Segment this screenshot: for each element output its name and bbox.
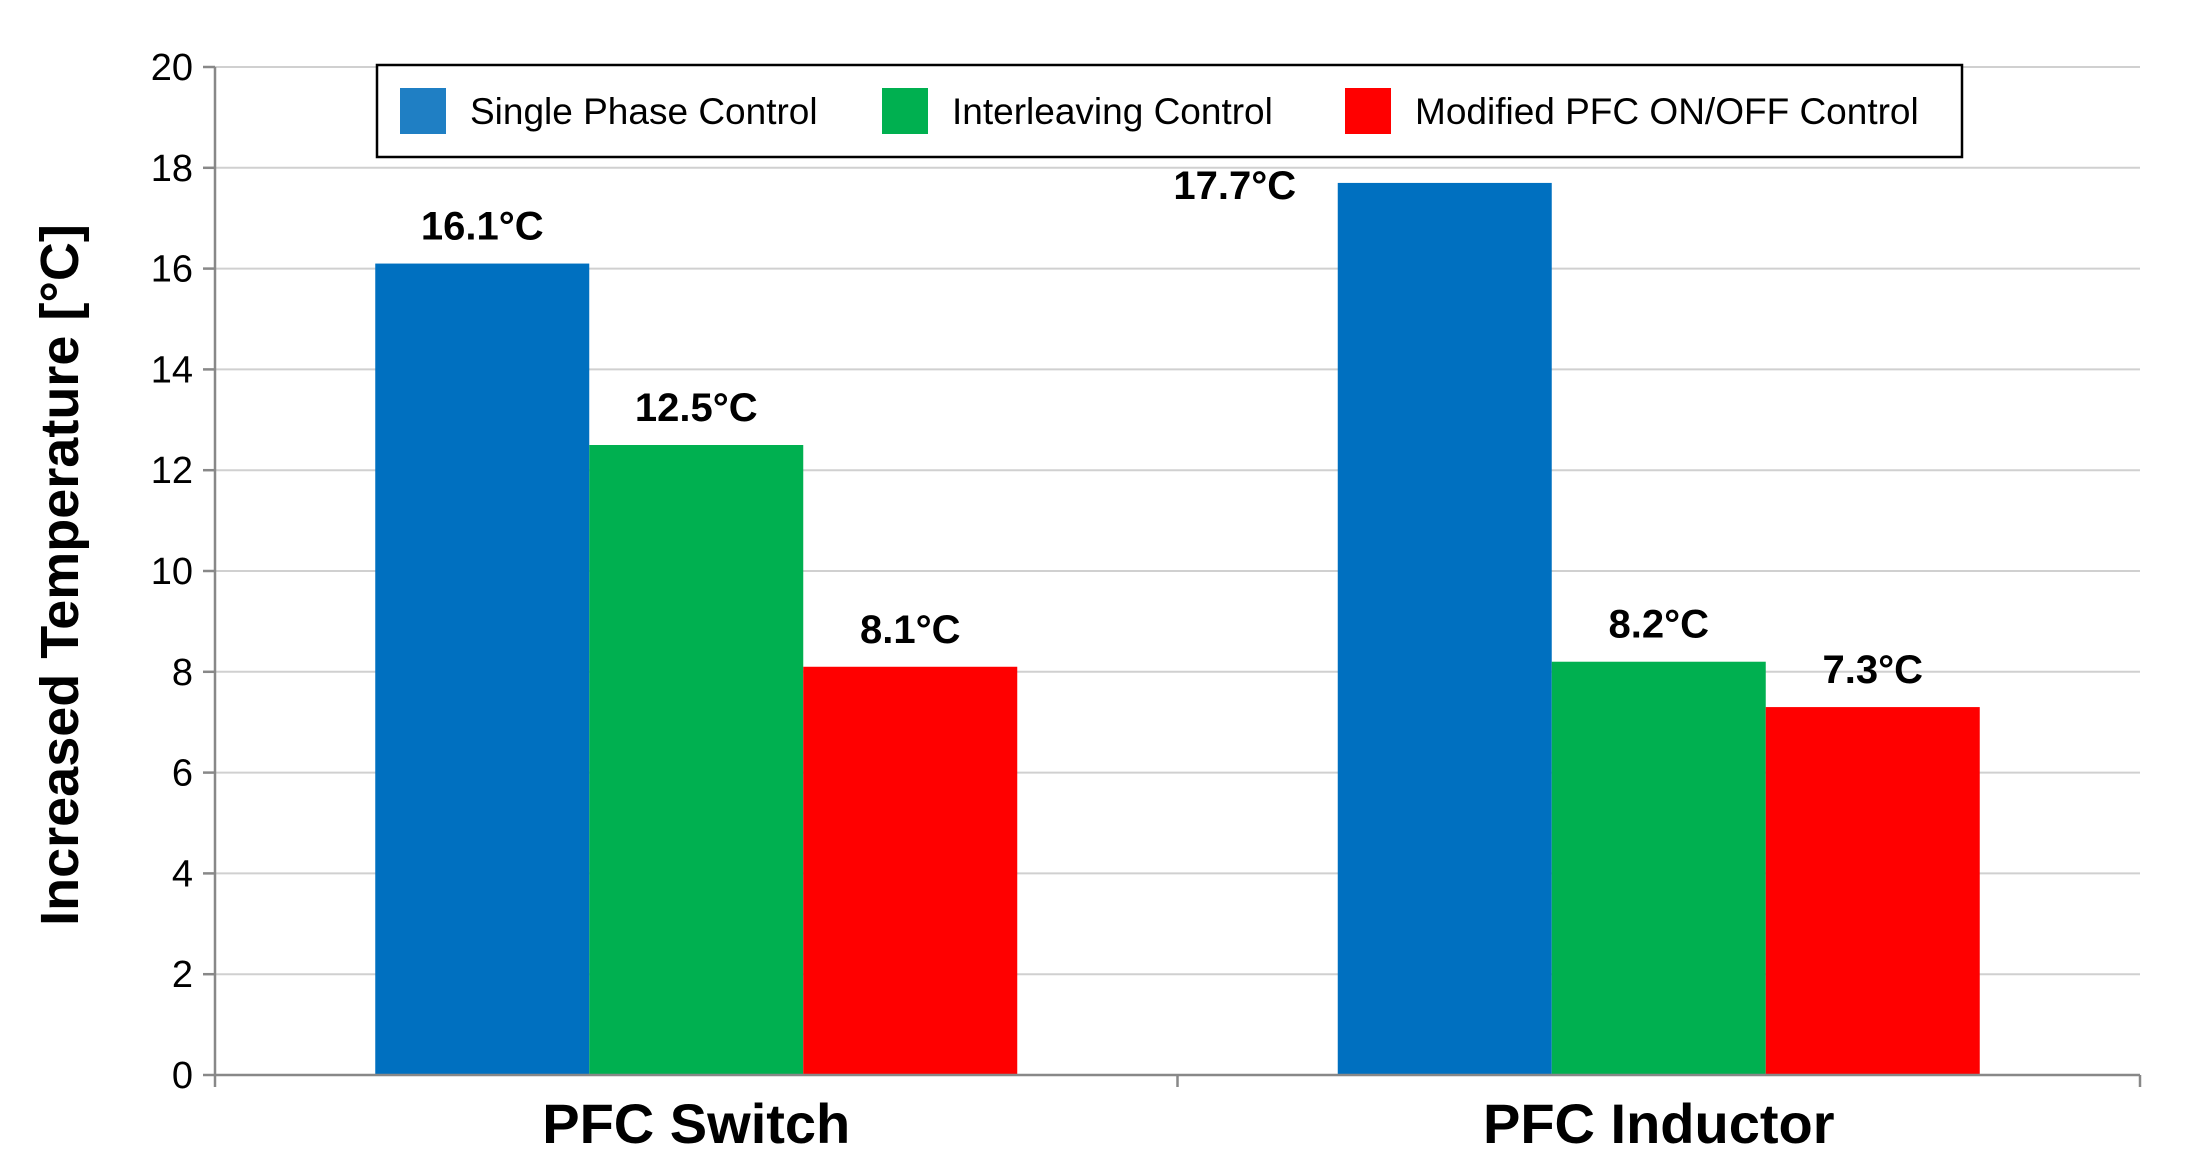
y-axis-title: Increased Temperature [°C]: [30, 224, 90, 926]
data-label: 16.1°C: [421, 205, 544, 249]
y-tick-label: 16: [151, 249, 193, 291]
legend: Single Phase Control Interleaving Control…: [375, 63, 1964, 159]
legend-swatch: [1345, 88, 1391, 134]
bar-modified-pfc-on-off-control: [803, 666, 1018, 1075]
y-tick-label: 2: [172, 954, 193, 996]
legend-swatch: [882, 88, 928, 134]
data-label: 8.1°C: [860, 608, 961, 652]
bar-interleaving-control: [589, 445, 804, 1075]
y-tick-label: 18: [151, 148, 193, 190]
y-tick-label: 8: [172, 652, 193, 694]
data-labels: 16.1°C 12.5°C 8.1°C 17.7°C 8.2°C 7.3°C: [421, 164, 1923, 692]
data-label: 8.2°C: [1609, 603, 1710, 647]
data-label: 12.5°C: [635, 386, 758, 430]
x-category-label: PFC Inductor: [1483, 1092, 1835, 1155]
data-label: 17.7°C: [1173, 164, 1296, 208]
legend-label: Interleaving Control: [952, 91, 1273, 132]
legend-box: [375, 63, 1964, 159]
y-tick-label: 14: [151, 349, 193, 391]
legend-label: Single Phase Control: [470, 91, 818, 132]
bar-single-phase-control: [375, 263, 590, 1075]
bar-modified-pfc-on-off-control: [1765, 707, 1980, 1075]
y-tick-label: 0: [172, 1055, 193, 1097]
y-tick-label: 10: [151, 551, 193, 593]
y-tick-label: 12: [151, 450, 193, 492]
data-label: 7.3°C: [1823, 648, 1924, 692]
x-category-label: PFC Switch: [542, 1092, 850, 1155]
y-tick-label: 20: [151, 47, 193, 89]
legend-label: Modified PFC ON/OFF Control: [1415, 91, 1919, 132]
bars: [375, 182, 1980, 1076]
y-tick-label: 6: [172, 753, 193, 795]
legend-swatch: [400, 88, 446, 134]
y-tick-label: 4: [172, 853, 193, 895]
bar-interleaving-control: [1551, 661, 1766, 1075]
axes: 0 2 4 6 8 10 12 14 16 18 20 PFC Switch PFC Inductor: [151, 47, 2142, 1155]
bar-single-phase-control: [1337, 182, 1552, 1076]
